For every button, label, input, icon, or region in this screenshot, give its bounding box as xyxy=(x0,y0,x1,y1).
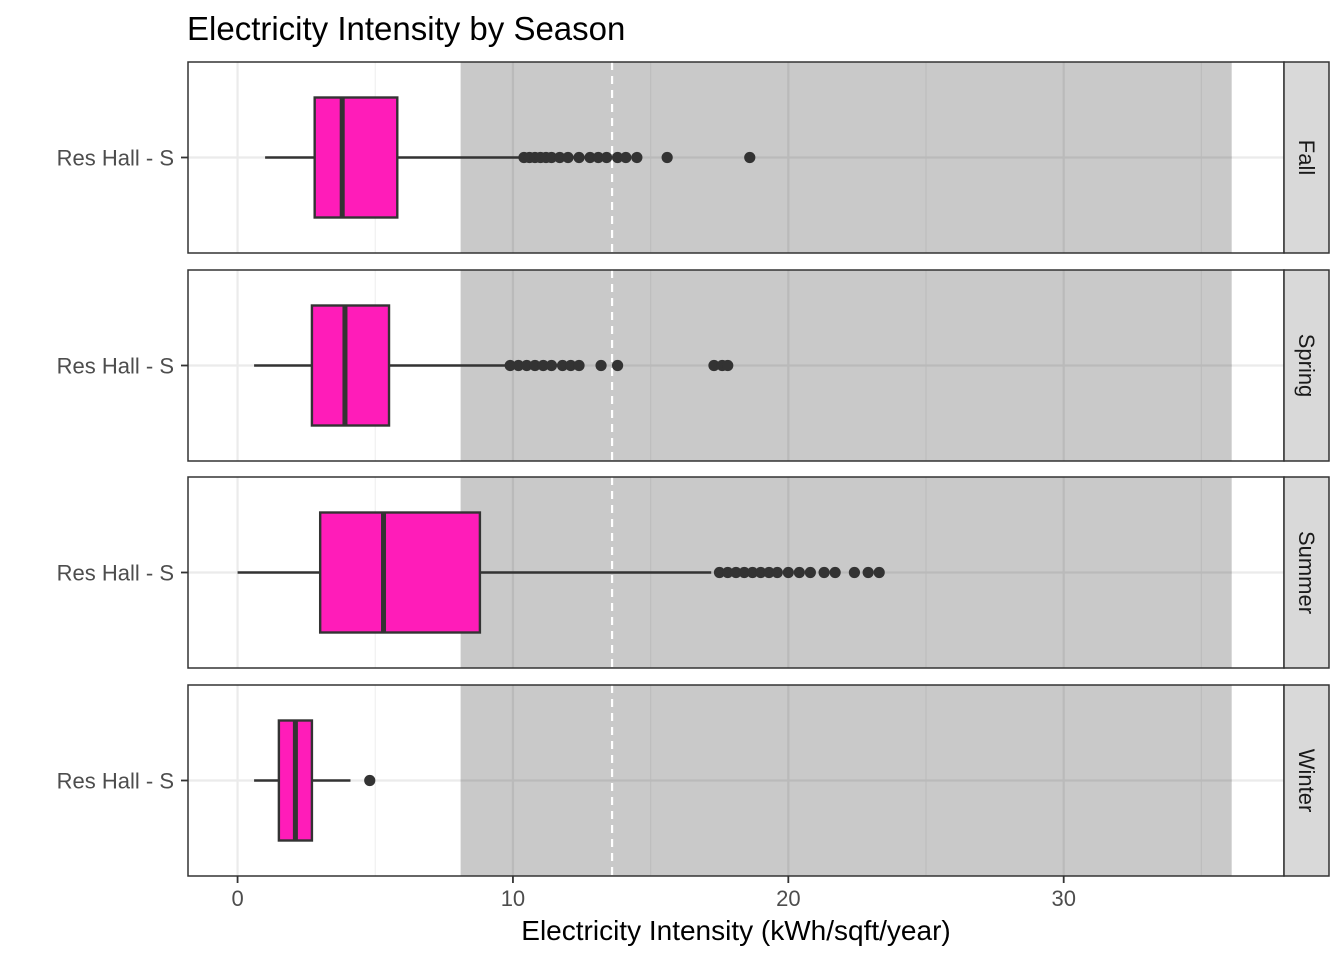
x-tick-label: 20 xyxy=(776,886,800,911)
x-axis-label: Electricity Intensity (kWh/sqft/year) xyxy=(521,915,950,946)
box-iqr xyxy=(310,304,391,427)
outlier-point xyxy=(708,359,720,372)
y-tick-label: Res Hall - S xyxy=(57,146,174,171)
outlier-point xyxy=(763,566,775,579)
outlier-point xyxy=(620,151,632,164)
outlier-point xyxy=(611,359,624,372)
outlier-point xyxy=(873,566,885,579)
outlier-point xyxy=(722,359,734,372)
outlier-point xyxy=(537,359,549,372)
facet-panel-fall: Res Hall - S Fall xyxy=(57,61,1330,254)
x-tick-label: 30 xyxy=(1051,886,1075,911)
outlier-point xyxy=(584,151,596,164)
outlier-point xyxy=(746,566,759,579)
outlier-point xyxy=(661,151,673,164)
x-tick-label: 0 xyxy=(231,886,243,911)
outlier-point xyxy=(793,566,805,579)
outlier-point xyxy=(631,151,643,164)
outlier-point xyxy=(504,359,516,372)
facet-panel-spring: Res Hall - S Spring xyxy=(57,269,1330,462)
outlier-point xyxy=(782,566,794,579)
facet-strip-label: Fall xyxy=(1294,140,1319,175)
outlier-point xyxy=(713,566,726,579)
outlier-point xyxy=(364,774,376,787)
outlier-point xyxy=(529,359,541,372)
outlier-point xyxy=(562,151,574,164)
outlier-point xyxy=(556,359,569,372)
facet-strip xyxy=(1283,684,1330,877)
outlier-point xyxy=(565,359,577,372)
outlier-point xyxy=(771,566,783,579)
outlier-point xyxy=(600,151,613,164)
facet-strip-label: Winter xyxy=(1294,749,1319,813)
outlier-point xyxy=(521,359,533,372)
facet-panel-summer: Res Hall - S Summer xyxy=(57,476,1330,669)
outlier-point xyxy=(848,566,861,579)
box-iqr xyxy=(313,96,399,219)
outlier-point xyxy=(554,151,566,164)
outlier-point xyxy=(595,359,607,372)
facet-strip-label: Spring xyxy=(1294,334,1319,398)
outlier-point xyxy=(738,566,750,579)
box-iqr xyxy=(318,511,482,634)
outlier-point xyxy=(804,566,816,579)
outlier-point xyxy=(573,359,585,372)
outlier-point xyxy=(722,566,734,579)
outlier-point xyxy=(730,566,742,579)
outlier-point xyxy=(611,151,624,164)
y-tick-label: Res Hall - S xyxy=(57,769,174,794)
chart-title: Electricity Intensity by Season xyxy=(187,10,625,47)
x-axis: 0 10 20 30 xyxy=(231,876,1076,911)
outlier-point xyxy=(862,566,874,579)
outlier-point xyxy=(545,359,558,372)
x-tick-label: 10 xyxy=(501,886,525,911)
facet-strip xyxy=(1283,476,1330,669)
y-tick-label: Res Hall - S xyxy=(57,561,174,586)
outlier-point xyxy=(755,566,767,579)
outlier-point xyxy=(744,151,756,164)
facet-panel-winter: Res Hall - S Winter xyxy=(57,684,1330,877)
facet-strip xyxy=(1283,269,1330,462)
outlier-point xyxy=(573,151,585,164)
facet-strip xyxy=(1283,61,1330,254)
y-tick-label: Res Hall - S xyxy=(57,354,174,379)
outlier-point xyxy=(829,566,841,579)
outlier-point xyxy=(545,151,558,164)
outlier-point xyxy=(818,566,830,579)
outlier-point xyxy=(512,359,525,372)
outlier-point xyxy=(592,151,604,164)
facet-strip-label: Summer xyxy=(1294,531,1319,614)
